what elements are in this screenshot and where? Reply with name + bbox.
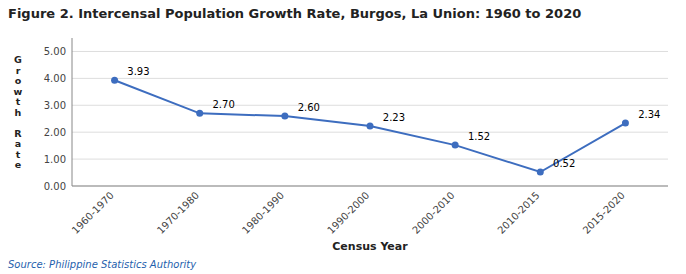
y-tick-label: 2.00 <box>44 127 66 138</box>
y-axis-label-line: o <box>15 75 22 86</box>
y-axis-label-line: t <box>16 149 21 160</box>
grid-line <box>72 159 668 160</box>
y-axis-label: GrowthRate <box>14 54 23 170</box>
y-tick-label: 1.00 <box>44 154 66 165</box>
x-tick-label: 2010-2015 <box>495 190 541 236</box>
y-tick-label: 4.00 <box>44 73 66 84</box>
point <box>111 77 118 84</box>
y-tick-label: 3.00 <box>44 100 66 111</box>
x-tick-label: 1960-1970 <box>70 190 116 236</box>
annotation: Source: Philippine Statistics Authority <box>8 259 197 270</box>
data-label: 2.60 <box>298 102 320 113</box>
point <box>196 110 203 117</box>
data-label: 2.70 <box>212 99 234 110</box>
data-label: 3.93 <box>127 66 149 77</box>
data-label: 1.52 <box>468 131 490 142</box>
grid-line <box>72 186 668 187</box>
data-label: 0.52 <box>553 158 575 169</box>
x-axis <box>72 186 668 187</box>
point <box>367 122 374 129</box>
grid-line <box>72 51 668 52</box>
grid-line <box>72 132 668 133</box>
x-tick-label: 1990-2000 <box>325 190 371 236</box>
y-axis-label-line: w <box>14 86 23 97</box>
data-label: 2.23 <box>383 112 405 123</box>
point <box>281 113 288 120</box>
point <box>452 142 459 149</box>
y-axis-label-line: e <box>15 159 21 170</box>
chart: Figure 2. Intercensal Population Growth … <box>0 0 686 274</box>
plot-area <box>111 77 629 176</box>
x-tick-label: 1970-1980 <box>155 190 201 236</box>
y-axis-label-line: h <box>15 107 22 118</box>
y-axis-label-line: r <box>16 65 21 76</box>
x-tick-label: 2015-2020 <box>581 190 627 236</box>
data-label: 2.34 <box>638 109 660 120</box>
y-axis-label-line: a <box>15 138 21 149</box>
x-tick-label: 1980-1990 <box>240 190 286 236</box>
title: Figure 2. Intercensal Population Growth … <box>8 6 581 21</box>
y-axis-label-line: t <box>16 96 21 107</box>
line <box>115 80 626 172</box>
x-axis-label: Census Year <box>332 240 408 253</box>
grid-line <box>72 78 668 79</box>
x-tick-label: 2000-2010 <box>410 190 456 236</box>
point <box>622 120 629 127</box>
grid <box>72 51 668 186</box>
point <box>537 169 544 176</box>
y-tick-label: 5.00 <box>44 46 66 57</box>
y-tick-label: 0.00 <box>44 181 66 192</box>
grid-line <box>72 105 668 106</box>
y-axis <box>72 38 73 186</box>
y-axis-label-line: G <box>14 54 22 65</box>
y-axis-label-line: R <box>14 128 22 139</box>
